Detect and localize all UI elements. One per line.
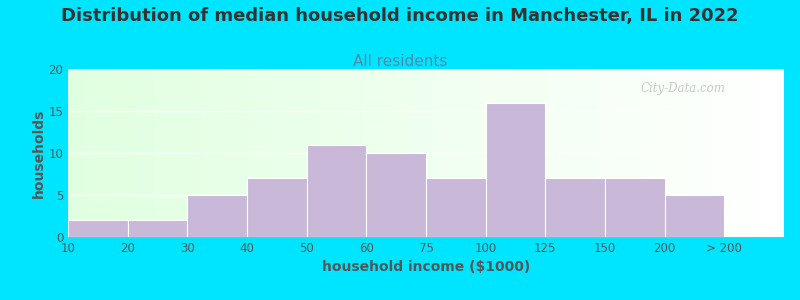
Bar <box>68 220 128 237</box>
Bar <box>546 178 605 237</box>
Bar <box>128 220 187 237</box>
X-axis label: household income ($1000): household income ($1000) <box>322 260 530 274</box>
Text: All residents: All residents <box>353 54 447 69</box>
Bar <box>665 195 724 237</box>
Bar <box>426 178 486 237</box>
Y-axis label: households: households <box>31 108 46 198</box>
Bar <box>366 153 426 237</box>
Text: Distribution of median household income in Manchester, IL in 2022: Distribution of median household income … <box>61 8 739 26</box>
Bar <box>187 195 247 237</box>
Text: City-Data.com: City-Data.com <box>641 82 726 95</box>
Bar <box>605 178 665 237</box>
Bar <box>306 145 366 237</box>
Bar <box>247 178 306 237</box>
Bar <box>486 103 546 237</box>
